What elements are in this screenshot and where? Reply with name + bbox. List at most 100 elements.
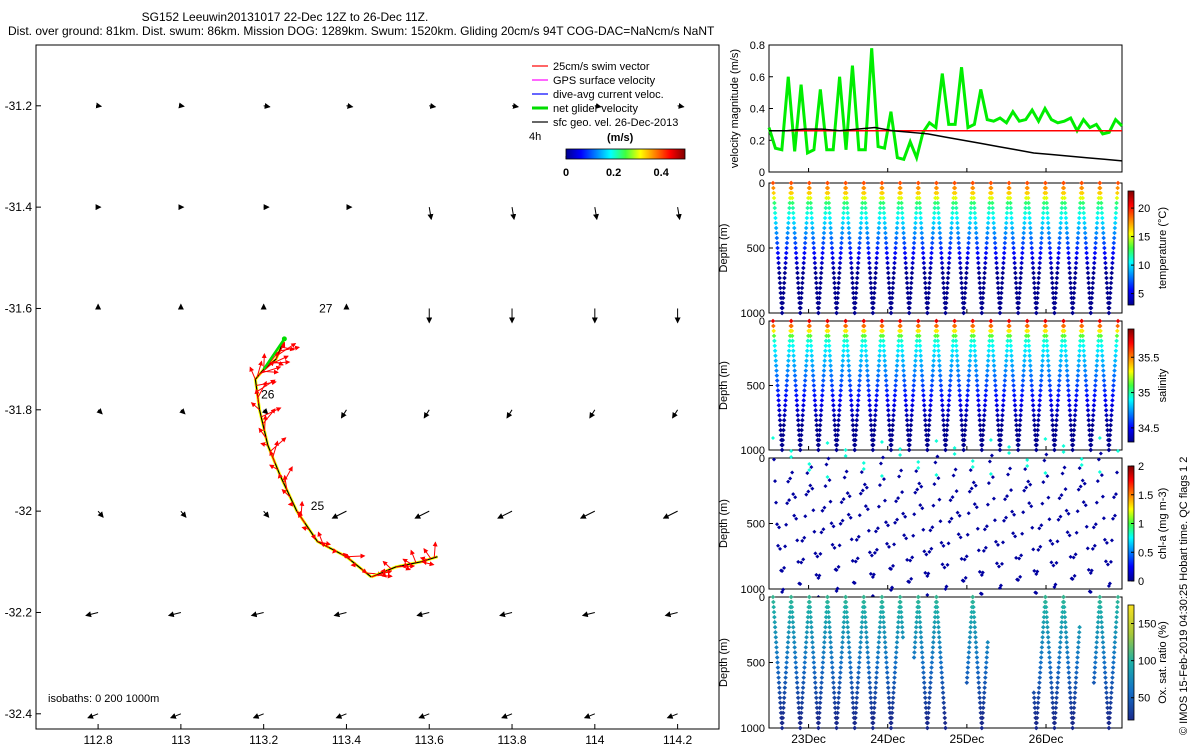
salinity-marker — [1093, 383, 1098, 388]
temperature-marker — [873, 265, 879, 271]
chla-marker — [811, 508, 816, 513]
chla-marker — [775, 522, 780, 527]
oxygen-marker — [969, 614, 974, 620]
oxygen-marker — [923, 705, 929, 711]
chla-marker — [1042, 458, 1047, 463]
salinity-marker — [818, 417, 823, 423]
salinity-marker — [1056, 388, 1061, 393]
salinity-marker — [812, 393, 817, 398]
salinity-marker — [847, 378, 853, 383]
oxygen-marker — [965, 665, 971, 670]
oxygen-marker — [816, 720, 822, 726]
temperature-marker — [819, 260, 825, 266]
salinity-marker — [1045, 353, 1051, 359]
temperature-marker — [1094, 220, 1100, 226]
temperature-marker — [1057, 235, 1062, 241]
temperature-marker — [866, 245, 871, 251]
temperature-marker — [1035, 295, 1040, 301]
chla-marker — [832, 545, 837, 550]
chla-marker — [995, 542, 1000, 547]
temperature-marker — [1095, 205, 1101, 211]
chla-marker — [807, 462, 812, 466]
salinity-marker — [1085, 403, 1090, 408]
swim-vector — [250, 402, 260, 411]
temperature-marker — [1083, 240, 1089, 246]
oxygen-marker — [820, 655, 826, 660]
oxygen-marker — [1115, 604, 1120, 610]
temperature-marker — [846, 230, 852, 236]
oxygen-marker — [819, 675, 825, 680]
chla-marker — [972, 502, 977, 507]
temperature-marker — [990, 205, 995, 211]
chla-marker — [822, 505, 827, 510]
salinity-marker — [1054, 412, 1060, 418]
oxygen-marker — [817, 700, 823, 706]
temperature-marker — [1057, 240, 1062, 246]
temperature-marker — [967, 220, 973, 226]
oxygen-marker — [895, 624, 901, 630]
temperature-marker — [792, 225, 797, 231]
salinity-marker — [988, 318, 994, 324]
oxygen-marker — [1107, 715, 1112, 721]
temperature-marker — [1000, 270, 1006, 276]
salinity-marker — [1083, 378, 1089, 383]
oxygen-marker — [1045, 624, 1050, 630]
temperature-marker — [900, 225, 906, 231]
temperature-marker — [807, 190, 813, 196]
oxygen-marker — [1073, 685, 1078, 690]
temperature-marker — [958, 270, 964, 276]
salinity-marker — [838, 383, 844, 388]
temperature-marker — [800, 280, 805, 286]
legend-label: sfc geo. vel. 26-Dec-2013 — [553, 117, 678, 129]
salinity-marker — [981, 412, 987, 418]
salinity-marker — [1014, 427, 1020, 433]
salinity-marker — [1111, 383, 1116, 388]
salinity-marker — [771, 333, 777, 339]
temperature-marker — [1114, 200, 1119, 206]
oxygen-marker — [803, 650, 808, 655]
temperature-marker — [1056, 250, 1061, 256]
oxygen-marker — [873, 680, 879, 685]
chla-marker — [786, 479, 791, 484]
temperature-marker — [986, 215, 991, 221]
temperature-marker — [1030, 255, 1035, 261]
geo-vel-arrow — [418, 713, 430, 719]
salinity-marker — [775, 393, 781, 398]
temperature-marker — [963, 280, 969, 286]
oxygen-marker — [918, 624, 923, 630]
oxygen-marker — [1057, 645, 1063, 650]
temperature-marker — [916, 185, 921, 191]
salinity-marker — [857, 373, 863, 378]
temperature-marker — [862, 190, 867, 196]
chla-marker — [902, 533, 907, 538]
chla-marker — [861, 461, 866, 465]
temperature-marker — [1084, 255, 1090, 261]
oxygen-marker — [795, 695, 801, 701]
salinity-marker — [956, 373, 961, 378]
salinity-marker — [853, 427, 859, 433]
salinity-marker — [799, 422, 805, 428]
oxygen-marker — [775, 665, 781, 670]
oxygen-marker — [859, 619, 865, 625]
chla-marker — [955, 510, 960, 515]
temperature-marker — [865, 235, 870, 241]
oxygen-marker — [780, 715, 786, 721]
oxygen-marker — [985, 645, 990, 650]
salinity-marker — [1013, 408, 1018, 413]
oxygen-marker — [1076, 635, 1082, 640]
oxygen-marker — [848, 665, 853, 670]
salinity-marker — [792, 373, 798, 378]
temperature-marker — [948, 240, 953, 246]
temperature-marker — [877, 210, 883, 216]
oxygen-marker — [925, 715, 931, 721]
salinity-marker — [1027, 353, 1032, 359]
chla-marker — [947, 519, 952, 524]
temperature-marker — [855, 270, 860, 276]
temperature-marker — [809, 215, 815, 221]
map-ytick-label: -31.4 — [5, 200, 33, 214]
oxygen-marker — [1061, 599, 1067, 605]
chla-marker — [923, 570, 928, 575]
salinity-marker — [941, 417, 946, 423]
temperature-marker — [984, 245, 989, 251]
